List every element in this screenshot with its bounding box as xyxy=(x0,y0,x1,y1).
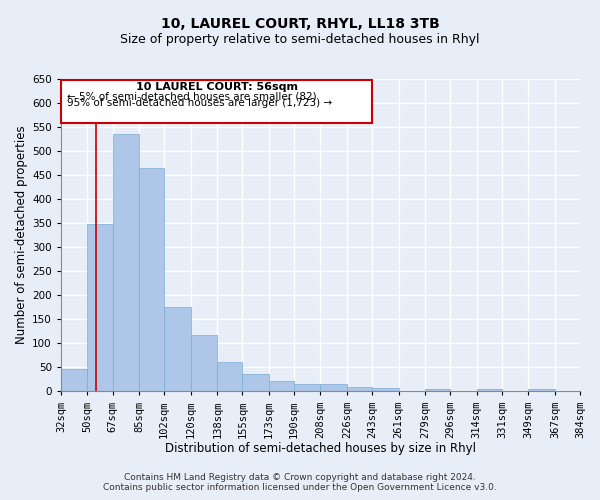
X-axis label: Distribution of semi-detached houses by size in Rhyl: Distribution of semi-detached houses by … xyxy=(165,442,476,455)
Text: Contains HM Land Registry data © Crown copyright and database right 2024.
Contai: Contains HM Land Registry data © Crown c… xyxy=(103,473,497,492)
Y-axis label: Number of semi-detached properties: Number of semi-detached properties xyxy=(15,126,28,344)
Bar xyxy=(294,384,320,392)
Text: 95% of semi-detached houses are larger (1,723) →: 95% of semi-detached houses are larger (… xyxy=(67,98,332,108)
Bar xyxy=(320,384,347,392)
Text: 10 LAUREL COURT: 56sqm: 10 LAUREL COURT: 56sqm xyxy=(136,82,298,92)
Bar xyxy=(139,168,164,392)
Bar xyxy=(269,381,294,392)
Bar xyxy=(242,374,269,392)
Text: ← 5% of semi-detached houses are smaller (82): ← 5% of semi-detached houses are smaller… xyxy=(67,91,316,101)
Bar xyxy=(61,369,88,392)
Bar xyxy=(88,224,113,392)
Bar xyxy=(61,80,372,123)
Bar xyxy=(425,390,450,392)
Bar xyxy=(477,390,502,392)
Bar xyxy=(164,306,191,392)
Bar xyxy=(347,386,372,392)
Bar xyxy=(529,390,555,392)
Bar xyxy=(217,362,242,392)
Text: 10, LAUREL COURT, RHYL, LL18 3TB: 10, LAUREL COURT, RHYL, LL18 3TB xyxy=(161,18,439,32)
Bar xyxy=(113,134,139,392)
Bar xyxy=(191,334,217,392)
Text: Size of property relative to semi-detached houses in Rhyl: Size of property relative to semi-detach… xyxy=(120,32,480,46)
Bar xyxy=(372,388,398,392)
